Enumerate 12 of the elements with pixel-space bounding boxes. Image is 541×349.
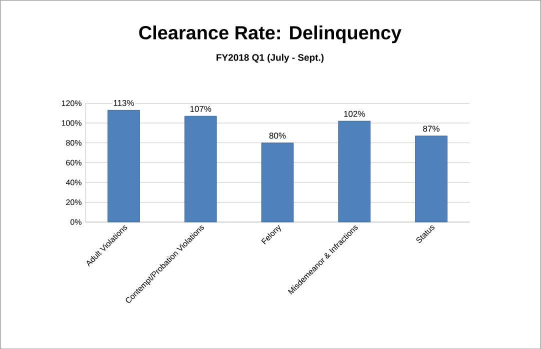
bar bbox=[415, 136, 448, 222]
data-label: 107% bbox=[190, 106, 212, 112]
chart-subtitle: FY2018 Q1 (July - Sept.) bbox=[216, 54, 324, 63]
chart-title: Clearance Rate: Delinquency bbox=[139, 25, 402, 44]
bar bbox=[184, 116, 217, 222]
bar bbox=[338, 120, 371, 222]
bar bbox=[108, 110, 140, 222]
data-label: 87% bbox=[423, 126, 440, 132]
data-label: 102% bbox=[344, 110, 365, 117]
data-label: 113% bbox=[114, 100, 134, 106]
data-label: 80% bbox=[269, 132, 286, 139]
bar bbox=[261, 142, 294, 222]
